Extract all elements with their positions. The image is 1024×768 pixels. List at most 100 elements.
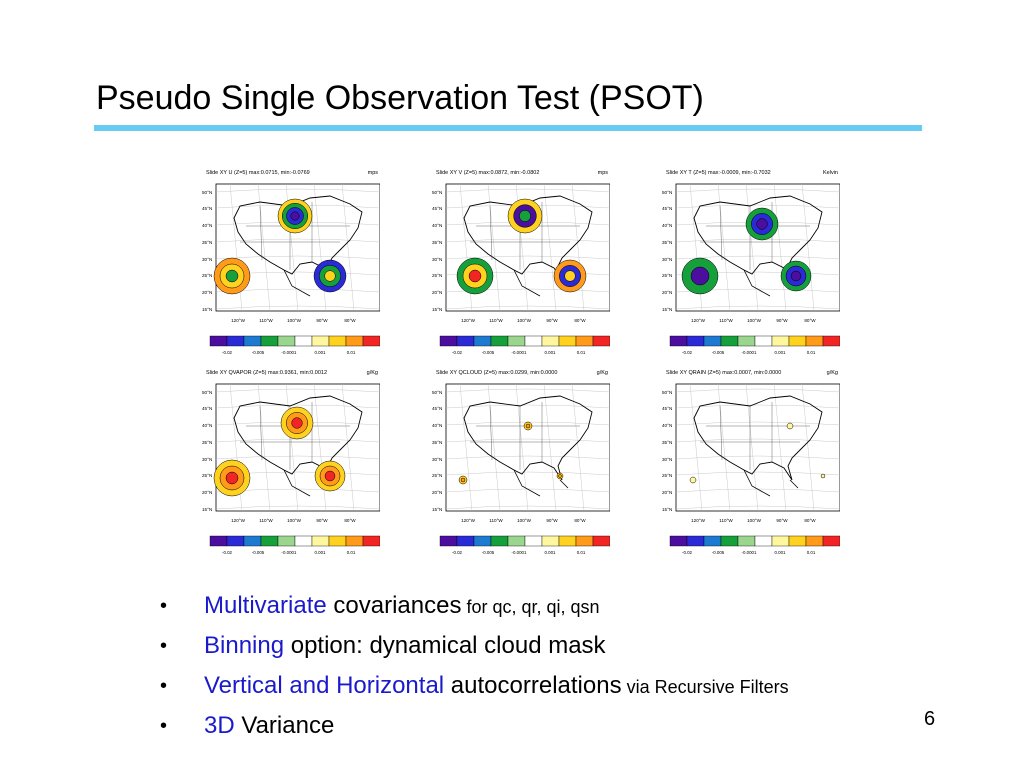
lat-tick-label: 35°N xyxy=(662,240,672,245)
map-plot: Slide XY U (Z=5) max:0.0715, min:-0.0769… xyxy=(202,170,380,355)
colorbar-swatch xyxy=(822,335,840,347)
lat-tick-label: 20°N xyxy=(432,290,442,295)
colorbar-swatch xyxy=(473,535,492,547)
colorbar-swatch xyxy=(703,335,722,347)
bullet-highlight: Binning xyxy=(204,632,285,659)
lat-tick-label: 20°N xyxy=(662,490,672,495)
increment-contour xyxy=(790,270,802,282)
coastline xyxy=(463,195,593,281)
lon-tick-label: 110°W xyxy=(719,318,733,323)
bullet-icon: • xyxy=(160,675,168,697)
panel-title: Slide XY T (Z=5) max:-0.0009, min:-0.703… xyxy=(666,170,771,176)
lat-tick-label: 50°N xyxy=(202,190,212,195)
lat-tick-label: 45°N xyxy=(662,206,672,211)
increment-contour xyxy=(525,423,531,429)
increment-contour xyxy=(468,269,482,283)
colorbar-label: -0.005 xyxy=(712,350,725,355)
panel-title: Slide XY QVAPOR (Z=5) max:0.9361, min:0.… xyxy=(206,370,327,376)
lat-tick-label: 15°N xyxy=(432,307,442,312)
colorbar-swatch xyxy=(805,335,824,347)
lon-tick-label: 80°W xyxy=(804,518,816,523)
colorbar-swatch xyxy=(558,335,577,347)
colorbar-swatch xyxy=(243,535,262,547)
lat-tick-label: 15°N xyxy=(662,307,672,312)
lat-tick-label: 20°N xyxy=(432,490,442,495)
lat-tick-label: 15°N xyxy=(202,307,212,312)
colorbar-label: 0.001 xyxy=(315,550,327,555)
lat-tick-label: 45°N xyxy=(432,406,442,411)
state-borders xyxy=(700,402,810,470)
colorbar-swatch xyxy=(260,335,279,347)
panel-unit: g/Kg xyxy=(597,370,608,376)
lon-tick-label: 120°W xyxy=(461,318,476,323)
lat-tick-label: 40°N xyxy=(432,223,442,228)
colorbar-label: -0.02 xyxy=(682,350,693,355)
lon-tick-label: 100°W xyxy=(517,518,532,523)
panel-title: Slide XY QCLOUD (Z=5) max:0.0299, min:0.… xyxy=(436,370,557,376)
colorbar-swatch xyxy=(362,535,380,547)
lat-tick-label: 15°N xyxy=(432,507,442,512)
panel-unit: mps xyxy=(598,170,609,176)
lon-tick-label: 90°W xyxy=(316,518,328,523)
panel-unit: g/Kg xyxy=(827,370,838,376)
lat-tick-label: 25°N xyxy=(662,473,672,478)
colorbar-swatch xyxy=(311,535,330,547)
colorbar-label: 0.001 xyxy=(775,550,787,555)
panel-unit: Kelvin xyxy=(823,170,838,176)
colorbar-label: -0.02 xyxy=(452,350,463,355)
bullet-item: • Binning option: dynamical cloud mask xyxy=(160,626,789,666)
increment-contour xyxy=(290,211,300,221)
lat-tick-label: 20°N xyxy=(662,290,672,295)
colorbar-swatch xyxy=(439,335,458,347)
lat-tick-label: 50°N xyxy=(432,390,442,395)
colorbar-swatch xyxy=(328,335,347,347)
lon-tick-label: 80°W xyxy=(344,318,356,323)
lat-tick-label: 50°N xyxy=(432,190,442,195)
colorbar-label: 0.01 xyxy=(347,550,356,555)
increment-contour xyxy=(460,477,466,483)
colorbar-swatch xyxy=(456,535,475,547)
colorbar-label: -0.02 xyxy=(682,550,693,555)
colorbar-label: -0.0001 xyxy=(282,350,297,355)
lon-tick-label: 90°W xyxy=(776,518,788,523)
lat-tick-label: 25°N xyxy=(432,273,442,278)
lat-tick-label: 45°N xyxy=(662,406,672,411)
lat-tick-label: 30°N xyxy=(662,457,672,462)
colorbar-swatch xyxy=(456,335,475,347)
increment-contour xyxy=(820,473,826,479)
map-panel: Slide XY U (Z=5) max:0.0715, min:-0.0769… xyxy=(200,166,380,362)
lon-tick-label: 120°W xyxy=(231,518,246,523)
lat-tick-label: 45°N xyxy=(202,406,212,411)
colorbar-swatch xyxy=(737,335,756,347)
colorbar-swatch xyxy=(788,335,807,347)
colorbar-label: 0.01 xyxy=(577,350,586,355)
colorbar-swatch xyxy=(720,335,739,347)
bullet-highlight: Vertical and Horizontal xyxy=(204,672,445,699)
colorbar-swatch xyxy=(592,535,610,547)
colorbar-label: 0.01 xyxy=(347,350,356,355)
panel-title: Slide XY U (Z=5) max:0.0715, min:-0.0769 xyxy=(206,170,310,176)
map-plot: Slide XY QVAPOR (Z=5) max:0.9361, min:0.… xyxy=(202,370,380,555)
colorbar-swatch xyxy=(754,335,773,347)
colorbar-label: -0.02 xyxy=(222,350,233,355)
panel-title: Slide XY QRAIN (Z=5) max:0.0007, min:0.0… xyxy=(666,370,781,376)
colorbar-swatch xyxy=(345,335,364,347)
lat-tick-label: 30°N xyxy=(662,257,672,262)
colorbar-swatch xyxy=(669,335,688,347)
lat-tick-label: 45°N xyxy=(202,206,212,211)
colorbar-swatch xyxy=(541,335,560,347)
map-panel: Slide XY QCLOUD (Z=5) max:0.0299, min:0.… xyxy=(430,366,610,562)
lon-tick-label: 100°W xyxy=(287,318,302,323)
panel-unit: g/Kg xyxy=(367,370,378,376)
lon-tick-label: 120°W xyxy=(691,318,706,323)
colorbar-label: 0.001 xyxy=(545,350,557,355)
bullet-text: Variance xyxy=(234,712,335,739)
lat-tick-label: 50°N xyxy=(202,390,212,395)
lon-tick-label: 110°W xyxy=(259,318,273,323)
colorbar-swatch xyxy=(771,535,790,547)
colorbar-label: -0.0001 xyxy=(512,550,527,555)
lat-tick-label: 25°N xyxy=(202,273,212,278)
colorbar-swatch xyxy=(473,335,492,347)
colorbar-label: -0.005 xyxy=(482,350,495,355)
lon-tick-label: 100°W xyxy=(287,518,302,523)
